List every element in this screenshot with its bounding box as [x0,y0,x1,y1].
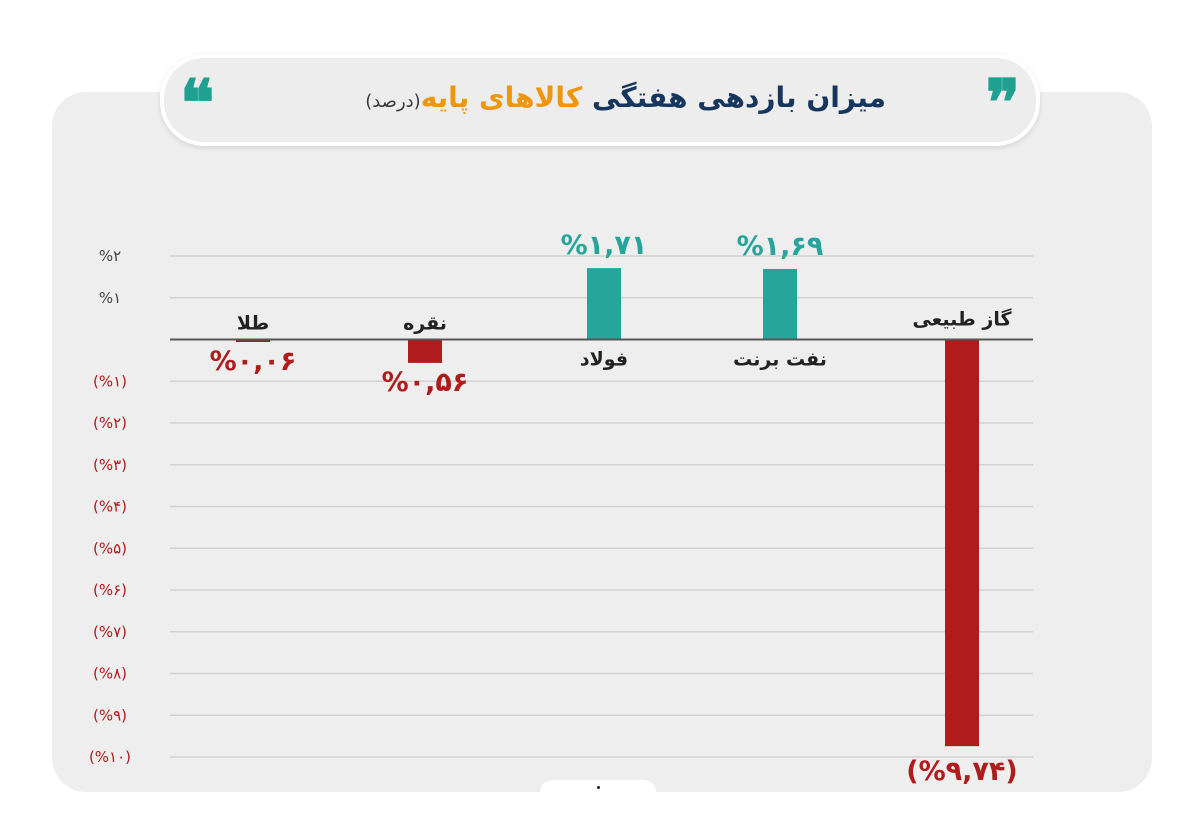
bar [408,339,442,363]
value-label: (%۹,۷۴) [906,756,1017,787]
quote-left-icon: ❝ [180,66,215,141]
value-label: %۱,۷۱ [561,230,648,261]
category-label: نفت برنت [733,349,827,371]
quote-right-icon: ❞ [985,66,1020,141]
y-tick-label: (%۳) [93,456,127,474]
y-tick-label: (%۷) [93,623,127,641]
y-tick-label: %۱ [99,289,121,307]
bar [763,268,797,340]
y-tick-label: (%۲) [93,414,127,432]
category-label: نقره [403,313,447,335]
bottom-dot [597,786,600,789]
chart-title: میزان بازدهی هفتگی کالاهای پایه(درصد) [365,80,886,120]
y-tick-label: (%۴) [93,498,127,516]
bar [587,268,621,340]
bar [945,339,979,747]
title-banner: ❝ ❞ میزان بازدهی هفتگی کالاهای پایه(درصد… [160,54,1040,146]
y-tick-label: %۲ [99,247,121,265]
y-tick-label: (%۹) [93,706,127,724]
y-tick-label: (%۶) [93,581,127,599]
value-label: %۰,۵۶ [382,367,469,398]
value-label: %۰,۰۶ [210,346,297,377]
title-accent: کالاهای پایه [420,81,583,114]
y-tick-label: (%۱) [93,372,127,390]
y-tick-label: (%۵) [93,539,127,557]
category-label: طلا [237,313,269,335]
title-sub: (درصد) [365,91,421,112]
value-label: %۱,۶۹ [737,231,824,262]
title-main: میزان بازدهی هفتگی [591,81,886,114]
y-tick-label: (%۱۰) [89,748,131,766]
bottom-tab [540,780,656,800]
y-tick-label: (%۸) [93,665,127,683]
category-label: فولاد [580,349,628,371]
bar [236,339,270,343]
category-label: گاز طبیعی [912,308,1012,331]
